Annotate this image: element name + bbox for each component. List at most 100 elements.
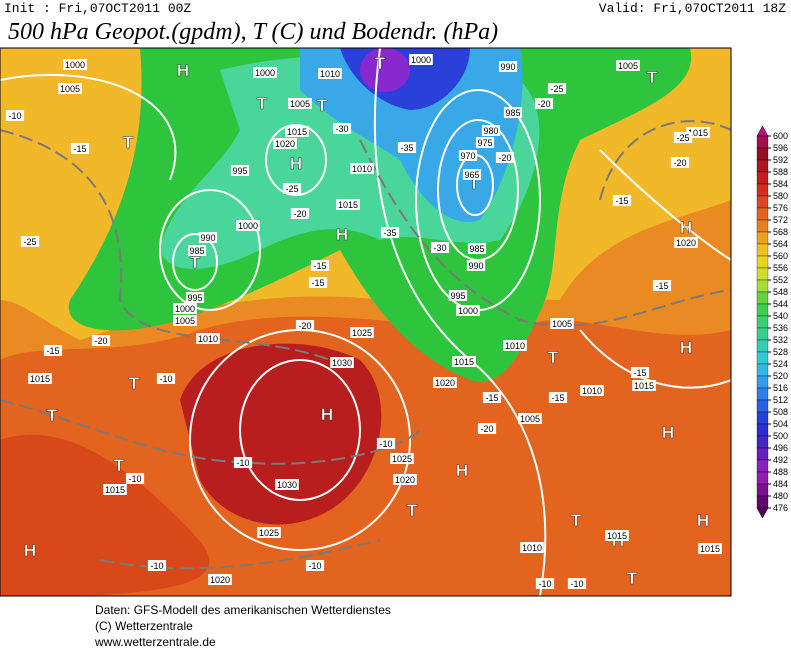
colorbar-cell (756, 267, 769, 281)
colorbar-cell (756, 231, 769, 245)
pressure-center: H (680, 218, 692, 237)
pressure-center: H (697, 511, 709, 530)
isotherm-label: -15 (311, 278, 324, 288)
isobar-label: 1005 (520, 414, 540, 424)
colorbar-cell (756, 399, 769, 413)
colorbar-label: 496 (773, 443, 788, 453)
colorbar-label: 564 (773, 239, 788, 249)
footer-line: www.wetterzentrale.de (94, 635, 216, 648)
isobars (0, 48, 731, 596)
isobar-label-box (481, 125, 501, 136)
colorbar-label: 516 (773, 383, 788, 393)
isotherm-label-box (290, 208, 310, 219)
map-labels: HTTHTTHTHTTTHHTHHHTHHTTTT100010051000101… (5, 54, 722, 589)
isotherm-label: -15 (551, 393, 564, 403)
colorbar-cell (756, 303, 769, 317)
isobar-label: 1000 (238, 221, 258, 231)
isobar-label: 1005 (618, 61, 638, 71)
isotherm-label: -10 (308, 561, 321, 571)
colorbar-cell (756, 291, 769, 305)
isobar-label-box (632, 380, 656, 391)
colorbar-label: 552 (773, 275, 788, 285)
isobar-label: 1020 (210, 575, 230, 585)
isobar-label: 1015 (338, 200, 358, 210)
isotherm-label: -15 (73, 144, 86, 154)
colorbar-label: 524 (773, 359, 788, 369)
colorbar-label: 576 (773, 203, 788, 213)
isobar-label-box (257, 527, 281, 538)
isobar-label: 1010 (582, 386, 602, 396)
isobar-label-box (674, 237, 698, 248)
isotherm-label-box (295, 320, 315, 331)
isotherm-label: -10 (570, 579, 583, 589)
isobar-label-box (433, 377, 457, 388)
isobar-label: 1010 (522, 543, 542, 553)
colorbar-cell (756, 495, 769, 509)
isotherm-label: -20 (94, 336, 107, 346)
pressure-center: T (114, 456, 125, 475)
isotherm-label-box (70, 143, 90, 154)
isotherm-label-box (233, 457, 253, 468)
pressure-center: H (321, 405, 333, 424)
pressure-center: H (662, 423, 674, 442)
isobar-label: 1020 (395, 475, 415, 485)
isobar-label: 1015 (700, 544, 720, 554)
isotherm-label: -20 (298, 321, 311, 331)
isotherm-label: -10 (379, 439, 392, 449)
colorbar-label: 568 (773, 227, 788, 237)
pressure-center: T (375, 54, 386, 73)
isotherm-label-box (147, 560, 167, 571)
colorbar-cell (756, 459, 769, 473)
isotherm-label: -25 (23, 237, 36, 247)
isobar-label: 1005 (552, 319, 572, 329)
isotherm-label-box (156, 373, 176, 384)
isobar-label: 1000 (255, 68, 275, 78)
colorbar-arrow-top (756, 125, 769, 137)
isobar-label: 970 (460, 151, 475, 161)
colorbar-label: 560 (773, 251, 788, 261)
colorbar-cell (756, 147, 769, 161)
isobar-label-box (518, 413, 542, 424)
isobar-label-box (187, 245, 207, 256)
colorbar-cell (756, 327, 769, 341)
isobar-label-box (198, 232, 218, 243)
isotherm-label-box (310, 260, 330, 271)
colorbar-label: 512 (773, 395, 788, 405)
pressure-center: H (680, 338, 692, 357)
isobar-label: 1015 (105, 485, 125, 495)
isobar-label-box (318, 68, 342, 79)
isobar-label-box (28, 373, 52, 384)
pressure-center: T (190, 253, 201, 272)
colorbar-label: 544 (773, 299, 788, 309)
valid-time: Valid: Fri,07OCT2011 18Z (599, 1, 786, 16)
field-purple (360, 48, 410, 92)
isobar-label-box (350, 163, 374, 174)
isobar-label-box (288, 98, 312, 109)
isobar-label: 1020 (676, 238, 696, 248)
isobar-label: 1010 (352, 164, 372, 174)
isobar-label: 1015 (688, 128, 708, 138)
isobar-label: 995 (187, 293, 202, 303)
pressure-center: T (571, 511, 582, 530)
isobar-label-box (208, 574, 232, 585)
isobar-label-box (275, 479, 299, 490)
field-red (180, 343, 382, 525)
isobar-label-box (458, 150, 478, 161)
isobar-label-box (173, 315, 197, 326)
isobar-label: 1000 (458, 306, 478, 316)
isobar-label-box (462, 169, 482, 180)
isobar-label-box (580, 385, 604, 396)
colorbar-cell (756, 435, 769, 449)
isobar-label: 1020 (435, 378, 455, 388)
isobar-label: 1015 (287, 127, 307, 137)
pressure-center: T (317, 96, 328, 115)
pressure-center: H (336, 225, 348, 244)
colorbar-label: 600 (773, 131, 788, 141)
isobar-label-box (63, 59, 87, 70)
isotherm-label: -15 (313, 261, 326, 271)
isobar-label-box (393, 474, 417, 485)
isobar-label: 985 (469, 244, 484, 254)
isotherm-label: -15 (485, 393, 498, 403)
isobar-label: 1015 (30, 374, 50, 384)
